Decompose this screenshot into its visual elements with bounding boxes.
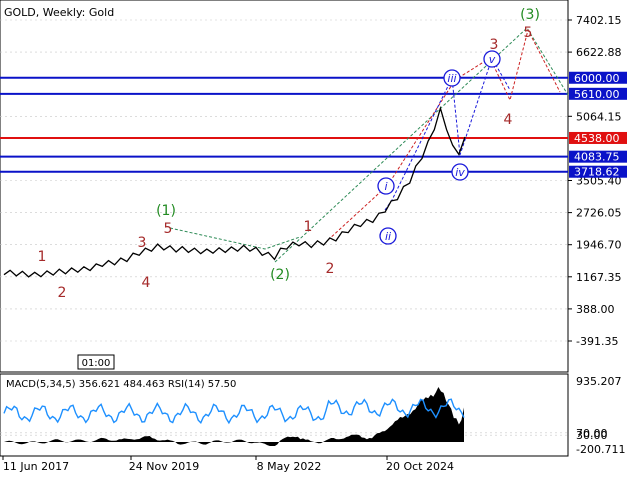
- wave-label-blue: iii: [447, 72, 456, 85]
- price-line-group: [3, 105, 466, 278]
- price-tick-label: 7402.15: [576, 14, 622, 27]
- wave-label-red: 3: [490, 37, 499, 53]
- price-axis: 7402.15 6622.88 5064.15 3505.40 2726.05 1946.…: [568, 14, 622, 348]
- indicator-tick-label: 30.00: [576, 429, 608, 442]
- price-tick-label: 388.00: [576, 303, 615, 316]
- wave-label-red: 4: [142, 275, 151, 291]
- price-line: [3, 105, 466, 278]
- time-tick-label: 24 Nov 2019: [129, 460, 199, 473]
- price-tick-label: 5064.15: [576, 110, 622, 123]
- wave-label-green: (2): [270, 267, 290, 283]
- price-tick-label: 3505.40: [576, 175, 622, 188]
- macd-histogram: [4, 387, 464, 446]
- level-badge: [569, 131, 627, 144]
- wave-projection-green-1: [169, 227, 301, 250]
- indicator-pane-frame: [0, 373, 569, 457]
- timestamp-label: 01:00: [82, 358, 111, 369]
- indicator-tick-label: 70.00: [576, 427, 608, 440]
- rsi-line: [3, 398, 465, 425]
- price-tick-label: 6622.88: [576, 46, 622, 59]
- wave-label-red: 2: [326, 261, 335, 277]
- price-tick-label: -391.35: [576, 335, 618, 348]
- time-tick-label: 11 Jun 2017: [3, 460, 69, 473]
- wave-label-blue: ii: [385, 230, 391, 243]
- wave-label-blue: v: [489, 53, 496, 66]
- wave-label-blue-circle: [377, 177, 395, 195]
- level-badge: [569, 87, 627, 100]
- wave-label-red: 1: [304, 219, 313, 235]
- wave-label-blue-circle: [379, 227, 397, 245]
- main-pane-frame: [0, 0, 569, 373]
- wave-label-blue: i: [384, 180, 387, 193]
- wave-label-red: 3: [138, 235, 147, 251]
- level-badge: [569, 165, 627, 178]
- price-tick-label: 1946.70: [576, 239, 622, 252]
- wave-label-green: (1): [156, 203, 176, 219]
- indicator-tick-label: -200.711: [576, 443, 625, 456]
- wave-label-blue-circle: [443, 69, 461, 87]
- level-label: 4538.00: [574, 132, 620, 145]
- chart-title: GOLD, Weekly: Gold: [4, 6, 114, 19]
- wave-label-red: 1: [38, 249, 47, 265]
- horizontal-levels: 6000.00 5610.00 4538.00 4083.75 3718.62: [0, 71, 627, 179]
- level-badge: [569, 71, 627, 84]
- wave-label-red: 2: [58, 285, 67, 301]
- level-badge: [569, 150, 627, 163]
- level-label: 4083.75: [574, 151, 620, 164]
- wave-label-blue-circle: [483, 50, 501, 68]
- level-label: 6000.00: [574, 72, 620, 85]
- wave-projection-green-2: [274, 27, 569, 263]
- wave-label-green: (3): [520, 7, 540, 23]
- price-tick-label: 2726.05: [576, 207, 622, 220]
- level-label: 5610.00: [574, 88, 620, 101]
- wave-label-red: 4: [504, 112, 513, 128]
- price-tick-label: 1167.35: [576, 271, 622, 284]
- wave-label-red: 5: [164, 221, 173, 237]
- indicator-tick-label: 935.207: [576, 375, 622, 388]
- wave-label-blue: iv: [455, 166, 465, 179]
- level-label: 3718.62: [574, 166, 620, 179]
- indicator-title: MACD(5,34,5) 356.621 484.463 RSI(14) 57.…: [6, 379, 236, 390]
- time-tick-label: 20 Oct 2024: [386, 460, 454, 473]
- timestamp-box: [77, 354, 115, 370]
- wave-label-red: 5: [524, 25, 533, 41]
- time-axis: 11 Jun 2017 24 Nov 2019 8 May 2022 20 Oct 2…: [2, 456, 454, 473]
- time-tick-label: 8 May 2022: [257, 460, 322, 473]
- wave-label-blue-circle: [451, 163, 469, 181]
